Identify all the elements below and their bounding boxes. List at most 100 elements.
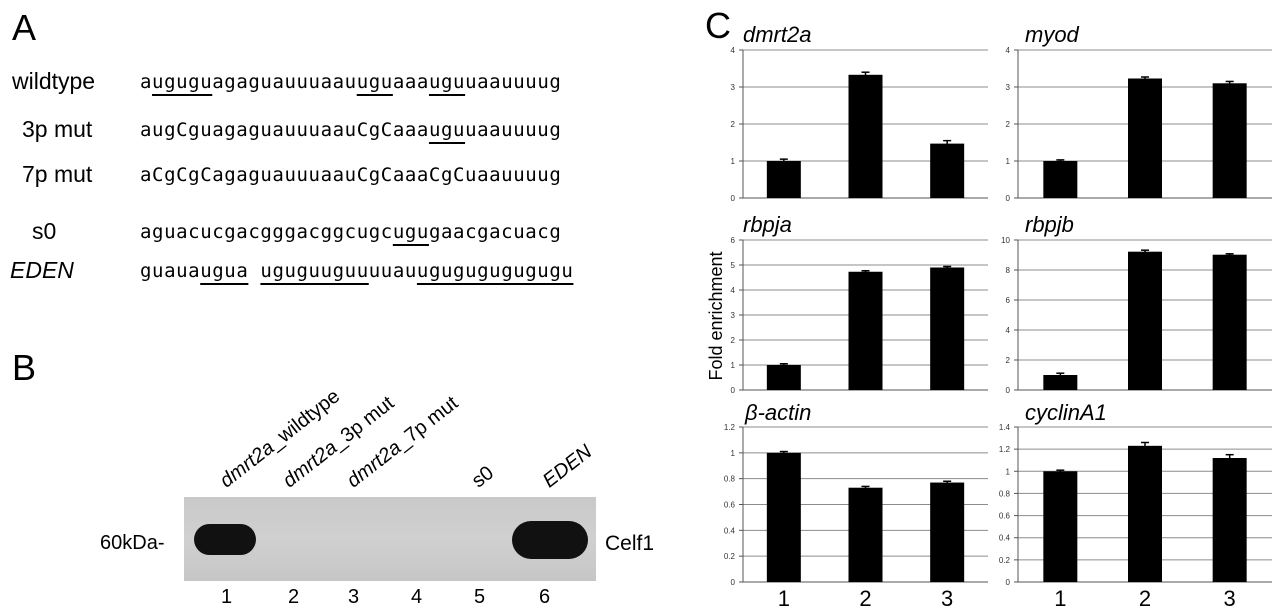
- motif-underlined: ugu: [428, 71, 466, 93]
- sequence-text: guauaugua uguguuguuuuauugugugugugugu: [140, 262, 573, 281]
- bar: [1212, 254, 1247, 390]
- western-blot-image: [184, 497, 596, 581]
- sequence-segment: agaguauuuaau: [212, 71, 357, 93]
- y-tick-label: 1: [731, 157, 736, 166]
- x-tick-label: 2: [1139, 586, 1151, 611]
- y-tick-label: 4: [1006, 326, 1011, 335]
- sequence-segment: augCguagaguauuuaauCgCaaa: [140, 119, 429, 141]
- y-tick-label: 0.4: [724, 526, 736, 535]
- bar: [930, 267, 965, 390]
- sequence-text: auguguagaguauuuaauuguaaauguuaauuuug: [140, 73, 561, 92]
- sequence-label: s0: [32, 218, 57, 244]
- y-tick-label: 10: [1001, 236, 1010, 245]
- bar: [848, 487, 883, 582]
- sequence-segment: guaua: [140, 260, 201, 282]
- y-tick-label: 4: [731, 46, 736, 55]
- y-tick-label: 2: [1006, 356, 1011, 365]
- motif-underlined: ugugugugugugu: [416, 260, 574, 282]
- y-tick-label: 6: [731, 236, 736, 245]
- y-tick-label: 4: [1006, 46, 1011, 55]
- motif-underlined: ugugu: [152, 71, 213, 93]
- y-tick-label: 0.6: [999, 512, 1011, 521]
- motif-underlined: ugu: [428, 119, 466, 141]
- motif-underlined: ugu: [392, 221, 429, 243]
- y-tick-label: 1.4: [999, 423, 1011, 432]
- y-tick-label: 0.2: [999, 556, 1011, 565]
- blot-band-lane-6: [512, 521, 588, 559]
- y-tick-label: 1: [1006, 467, 1011, 476]
- bar: [1043, 161, 1078, 198]
- sequence-text: aCgCgCagaguauuuaauCgCaaaCgCuaauuuug: [140, 166, 561, 185]
- lane-number: 1: [221, 586, 233, 608]
- y-tick-label: 1: [731, 449, 736, 458]
- lane-number: 5: [474, 586, 486, 608]
- sequence-segment: aaa: [392, 71, 429, 93]
- x-tick-label: 1: [778, 586, 790, 611]
- y-tick-label: 3: [1006, 83, 1011, 92]
- bar: [930, 143, 965, 198]
- y-tick-label: 1.2: [999, 445, 1011, 454]
- x-tick-label: 2: [859, 586, 871, 611]
- sequence-label: EDEN: [10, 257, 74, 283]
- bar: [1128, 78, 1162, 198]
- chart-title: cyclinA1: [1025, 400, 1107, 425]
- y-tick-label: 1: [731, 361, 736, 370]
- bar: [848, 271, 883, 390]
- y-tick-label: 0: [1006, 194, 1011, 203]
- panel-a-letter: A: [12, 7, 37, 48]
- x-tick-label: 1: [1054, 586, 1066, 611]
- sequence-segment: a: [140, 71, 153, 93]
- bar: [766, 161, 801, 198]
- y-tick-label: 6: [1006, 296, 1011, 305]
- bar: [1043, 375, 1078, 390]
- y-tick-label: 5: [731, 261, 736, 270]
- bar: [1212, 458, 1247, 582]
- y-tick-label: 8: [1006, 266, 1011, 275]
- chart-title: myod: [1025, 22, 1080, 47]
- bar: [766, 452, 801, 582]
- y-tick-label: 0.8: [724, 475, 736, 484]
- chart-title: β-actin: [744, 400, 811, 425]
- sequence-segment: uaauuuug: [465, 119, 562, 141]
- y-tick-label: 1.2: [724, 423, 736, 432]
- y-tick-label: 2: [1006, 120, 1011, 129]
- x-tick-label: 3: [941, 586, 953, 611]
- bar: [848, 74, 883, 198]
- bar: [1128, 445, 1162, 582]
- chart-title: rbpja: [743, 212, 792, 237]
- sequence-segment: aguacucgacgggacggcugc: [140, 221, 393, 243]
- y-tick-label: 2: [731, 336, 736, 345]
- y-tick-label: 0: [731, 194, 736, 203]
- y-tick-label: 0.2: [724, 552, 736, 561]
- y-tick-label: 0.8: [999, 489, 1011, 498]
- motif-underlined: ugua: [200, 260, 249, 282]
- panel-b-letter: B: [12, 347, 37, 388]
- sequence-text: augCguagaguauuuaauCgCaaauguuaauuuug: [140, 121, 561, 140]
- y-tick-label: 0: [731, 578, 736, 587]
- y-tick-label: 3: [731, 311, 736, 320]
- sequence-segment: aCgCgCagaguauuuaauCgCaaaCgCuaauuuug: [140, 164, 562, 186]
- lane-number: 6: [539, 586, 551, 608]
- sequence-label: 3p mut: [22, 116, 93, 142]
- y-tick-label: 0.4: [999, 534, 1011, 543]
- bar: [1043, 471, 1078, 582]
- sequence-segment: uuau: [368, 260, 417, 282]
- y-tick-label: 0: [1006, 578, 1011, 587]
- y-axis-title: Fold enrichment: [706, 251, 726, 380]
- chart-title: rbpjb: [1025, 212, 1074, 237]
- lane-number: 4: [411, 586, 423, 608]
- sequence-segment: uaauuuug: [465, 71, 562, 93]
- sequence-label: 7p mut: [22, 161, 93, 187]
- chart-title: dmrt2a: [743, 22, 811, 47]
- panel-c-letter: C: [705, 5, 731, 46]
- y-tick-label: 0.6: [724, 501, 736, 510]
- bar: [930, 482, 965, 582]
- y-tick-label: 3: [731, 83, 736, 92]
- lane-number: 2: [288, 586, 300, 608]
- y-tick-label: 1: [1006, 157, 1011, 166]
- y-tick-label: 0: [1006, 386, 1011, 395]
- sequence-text: aguacucgacgggacggcugcugugaacgacuacg: [140, 223, 561, 242]
- y-tick-label: 4: [731, 286, 736, 295]
- motif-underlined: uguguuguu: [260, 260, 369, 282]
